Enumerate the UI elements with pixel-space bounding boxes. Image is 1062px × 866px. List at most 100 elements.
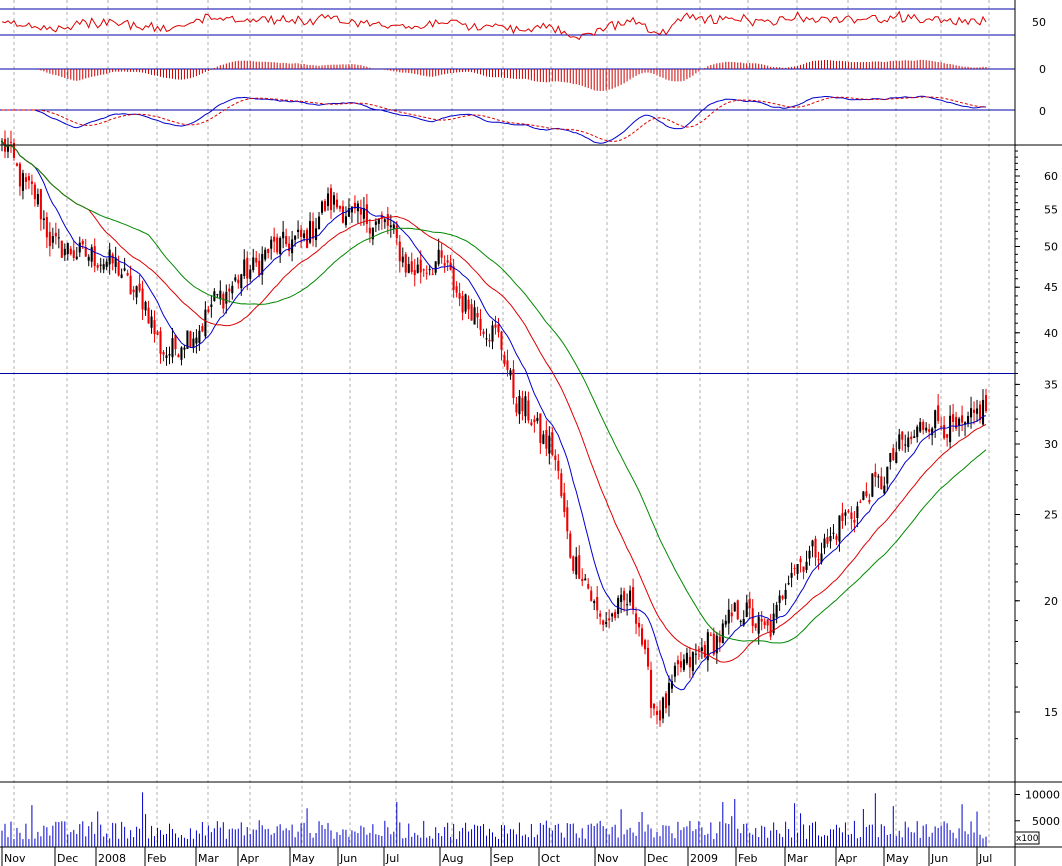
candle-body: [754, 623, 757, 628]
candle-body: [216, 294, 219, 296]
candle-body: [329, 188, 333, 210]
candle-body: [784, 589, 787, 599]
candle-body: [919, 422, 922, 432]
candle-body: [261, 253, 264, 275]
indicator1-tick-label: 50: [1032, 16, 1046, 29]
date-label: Oct: [541, 852, 561, 865]
indicator-panel-2: 0: [0, 59, 1046, 91]
candle-body: [147, 307, 150, 324]
candle-body: [859, 501, 862, 503]
candle-body: [332, 195, 336, 205]
candle-body: [419, 259, 422, 273]
candle-body: [970, 408, 973, 418]
candle-body: [670, 681, 674, 689]
candle-body: [584, 578, 587, 581]
candle-body: [389, 225, 392, 228]
candle-body: [769, 620, 772, 637]
date-label: Aug: [442, 852, 463, 865]
candle-body: [814, 538, 817, 558]
date-label: Mar: [787, 852, 808, 865]
candle-body: [150, 316, 153, 328]
candle-body: [910, 436, 913, 440]
moving-average-line: [1, 140, 987, 691]
candle-body: [204, 309, 207, 337]
candle-body: [934, 410, 937, 429]
candle-body: [655, 711, 659, 715]
candle-body: [862, 491, 865, 500]
candle-body: [485, 338, 488, 340]
candle-body: [638, 622, 641, 628]
candle-body: [99, 264, 102, 266]
price-tick-label: 50: [1044, 240, 1058, 253]
date-label: Nov: [597, 852, 619, 865]
candle-body: [946, 434, 949, 438]
candle-body: [267, 248, 270, 254]
candle-body: [455, 286, 458, 293]
candle-body: [177, 354, 180, 358]
candle-body: [530, 422, 533, 425]
candle-body: [291, 239, 294, 254]
candle-body: [237, 279, 240, 284]
candle-body: [847, 510, 850, 512]
candle-body: [557, 460, 560, 472]
candle-body: [395, 225, 398, 239]
candle-body: [39, 189, 42, 220]
candle-body: [192, 338, 195, 348]
candle-body: [841, 513, 844, 522]
candle-body: [691, 652, 694, 671]
candle-body: [270, 239, 273, 249]
candle-body: [967, 416, 970, 425]
candle-body: [90, 247, 93, 262]
candle-body: [431, 273, 434, 275]
candle-body: [509, 370, 512, 376]
candle-body: [410, 261, 413, 272]
candle-body: [673, 665, 676, 677]
candle-body: [297, 229, 300, 233]
candle-body: [940, 426, 943, 428]
candle-body: [641, 628, 644, 645]
candle-body: [78, 242, 81, 253]
candle-body: [201, 326, 204, 332]
date-label: Apr: [240, 852, 260, 865]
moving-average-line: [1, 140, 987, 663]
candle-body: [72, 250, 75, 258]
candle-body: [317, 216, 321, 230]
candle-body: [219, 290, 222, 300]
date-label: Nov: [4, 852, 26, 865]
candle-body: [386, 214, 389, 226]
candle-body: [476, 313, 479, 318]
candle-body: [602, 620, 605, 625]
candle-body: [518, 395, 521, 415]
candle-body: [703, 644, 706, 658]
candle-body: [823, 538, 826, 549]
date-label: 2009: [690, 852, 718, 865]
candle-body: [916, 426, 919, 438]
candle-body: [721, 623, 724, 644]
candle-body: [955, 416, 958, 429]
candle-body: [347, 208, 350, 217]
candle-body: [105, 261, 108, 267]
price-tick-label: 40: [1044, 327, 1058, 340]
candle-body: [715, 635, 718, 654]
candle-body: [745, 602, 748, 617]
candle-body: [978, 404, 982, 420]
candle-body: [314, 228, 318, 241]
candle-body: [808, 550, 811, 559]
candle-body: [30, 181, 33, 184]
candle-body: [42, 218, 45, 221]
candle-body: [524, 396, 527, 417]
candle-body: [984, 395, 988, 412]
candle-body: [344, 216, 347, 226]
candle-body: [479, 318, 482, 331]
candle-body: [817, 559, 820, 561]
candle-body: [335, 199, 339, 208]
candle-body: [132, 289, 135, 293]
candle-body: [461, 295, 464, 313]
candle-body: [877, 476, 880, 478]
candle-body: [820, 553, 823, 563]
candle-body: [694, 653, 697, 655]
candle-body: [323, 200, 327, 211]
candle-body: [153, 320, 156, 335]
candle-body: [353, 202, 356, 209]
candle-body: [931, 428, 934, 436]
